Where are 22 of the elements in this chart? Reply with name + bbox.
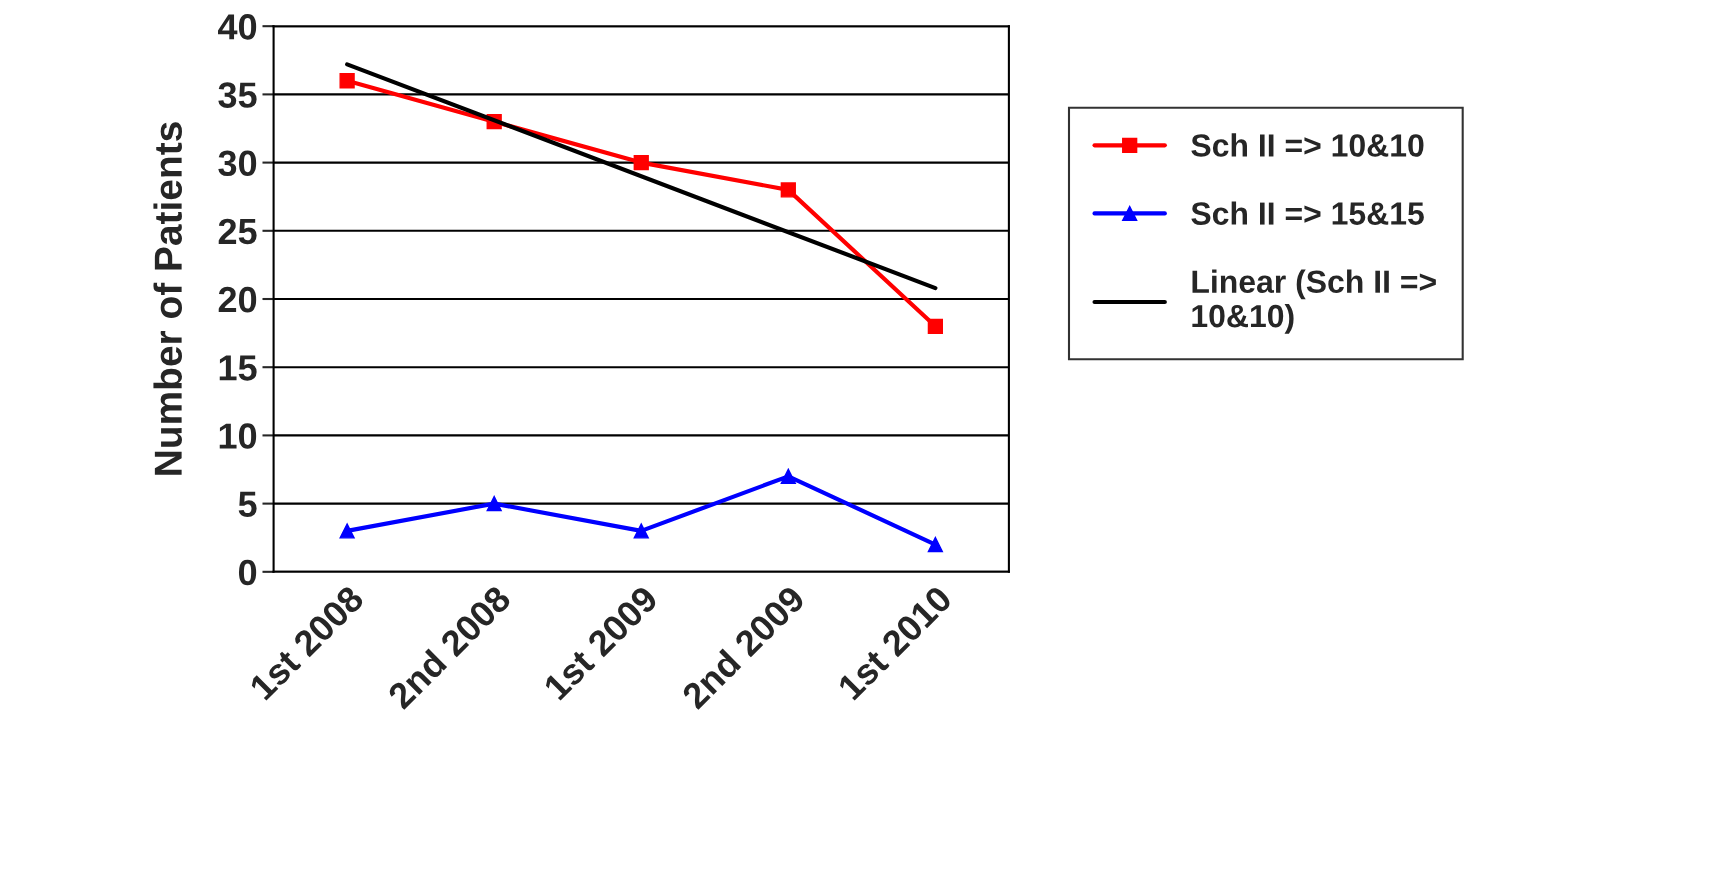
y-tick-label: 20 bbox=[218, 286, 257, 313]
y-tick-label: 35 bbox=[218, 82, 257, 108]
point bbox=[339, 73, 355, 89]
y-tick-label: 25 bbox=[218, 218, 257, 245]
y-tick-label: 10 bbox=[219, 423, 257, 449]
point bbox=[339, 523, 355, 539]
y-tick-label: 5 bbox=[238, 491, 257, 518]
point bbox=[780, 468, 796, 484]
point bbox=[633, 523, 649, 539]
point bbox=[927, 318, 944, 334]
y-axis-title: Number of Patients bbox=[153, 122, 182, 475]
point bbox=[633, 154, 649, 171]
point bbox=[486, 495, 502, 512]
y-tick-label: 15 bbox=[219, 355, 257, 381]
point bbox=[780, 182, 796, 198]
legend-label: Sch II => 10&10 bbox=[1191, 133, 1424, 157]
y-tick-label: 40 bbox=[218, 14, 257, 40]
y-tick-label: 0 bbox=[238, 559, 257, 586]
point bbox=[927, 536, 944, 553]
y-tick-label: 30 bbox=[218, 150, 257, 177]
legend-label: Linear (Sch II => 10&10) bbox=[1192, 269, 1436, 334]
legend-label: Sch II => 15&15 bbox=[1191, 201, 1424, 225]
